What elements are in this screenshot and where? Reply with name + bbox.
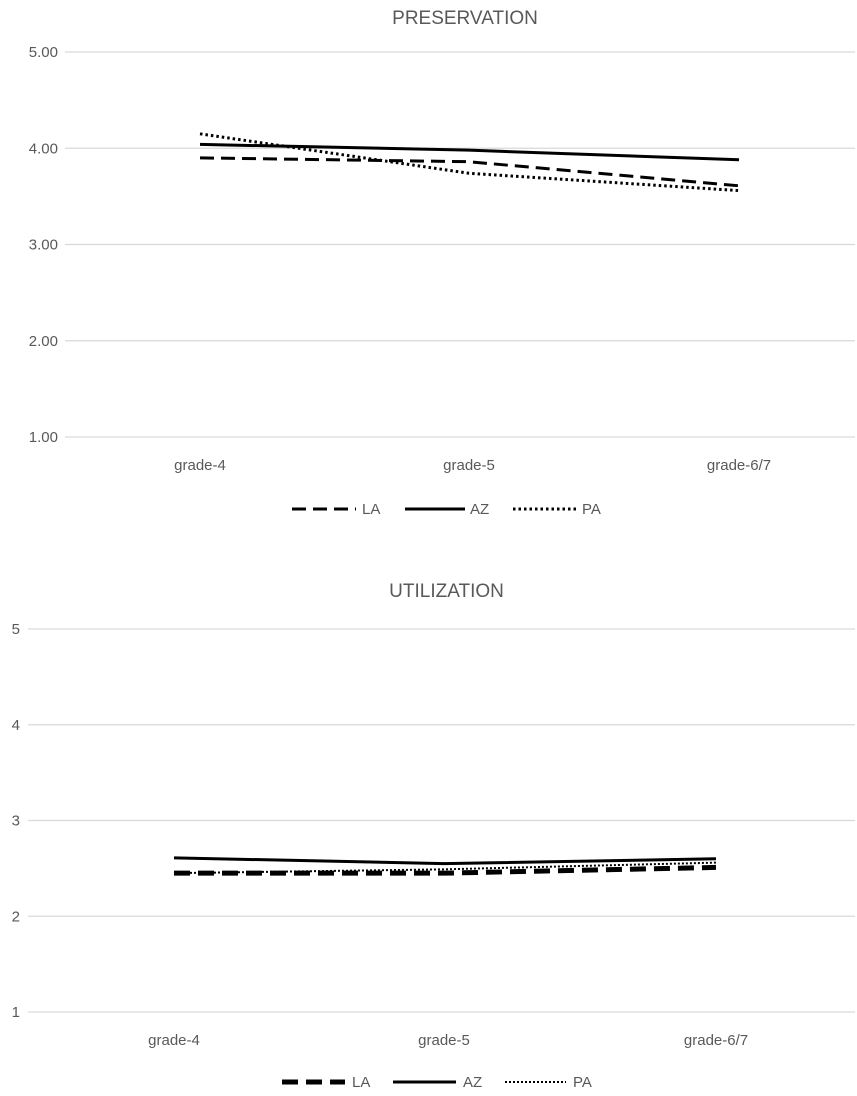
y-tick-label: 1 xyxy=(12,1004,20,1021)
y-tick-label: 2 xyxy=(12,908,20,925)
legend-label-az: AZ xyxy=(463,1074,482,1091)
series-line-la xyxy=(199,156,740,188)
chart-title: UTILIZATION xyxy=(389,581,504,602)
x-tick-label: grade-6/7 xyxy=(684,1032,748,1049)
series-line-pa xyxy=(199,132,740,193)
y-tick-label: 5.00 xyxy=(29,44,58,61)
y-tick-label: 4.00 xyxy=(29,140,58,157)
series-line-az xyxy=(199,142,740,162)
legend-label-az: AZ xyxy=(470,501,489,518)
legend-label-la: LA xyxy=(362,501,380,518)
x-tick-label: grade-5 xyxy=(418,1032,470,1049)
x-tick-label: grade-6/7 xyxy=(707,457,771,474)
legend-label-la: LA xyxy=(352,1074,370,1091)
chart-title: PRESERVATION xyxy=(392,8,538,29)
legend-label-pa: PA xyxy=(582,501,601,518)
utilization-chart: UTILIZATION 1 2 3 4 5 grade-4 grade-5 grade-6/7 L… xyxy=(12,581,855,1091)
y-tick-label: 1.00 xyxy=(29,429,58,446)
y-tick-label: 3.00 xyxy=(29,237,58,254)
x-tick-label: grade-4 xyxy=(174,457,226,474)
series-line-az xyxy=(173,856,717,866)
x-tick-label: grade-5 xyxy=(443,457,495,474)
y-tick-label: 5 xyxy=(12,621,20,638)
x-tick-label: grade-4 xyxy=(148,1032,200,1049)
preservation-chart: PRESERVATION 1.00 2.00 3.00 4.00 5.00 grade-4 g… xyxy=(29,8,855,518)
legend-label-pa: PA xyxy=(573,1074,592,1091)
y-tick-label: 2.00 xyxy=(29,333,58,350)
y-tick-label: 3 xyxy=(12,813,20,830)
y-tick-label: 4 xyxy=(12,717,20,734)
